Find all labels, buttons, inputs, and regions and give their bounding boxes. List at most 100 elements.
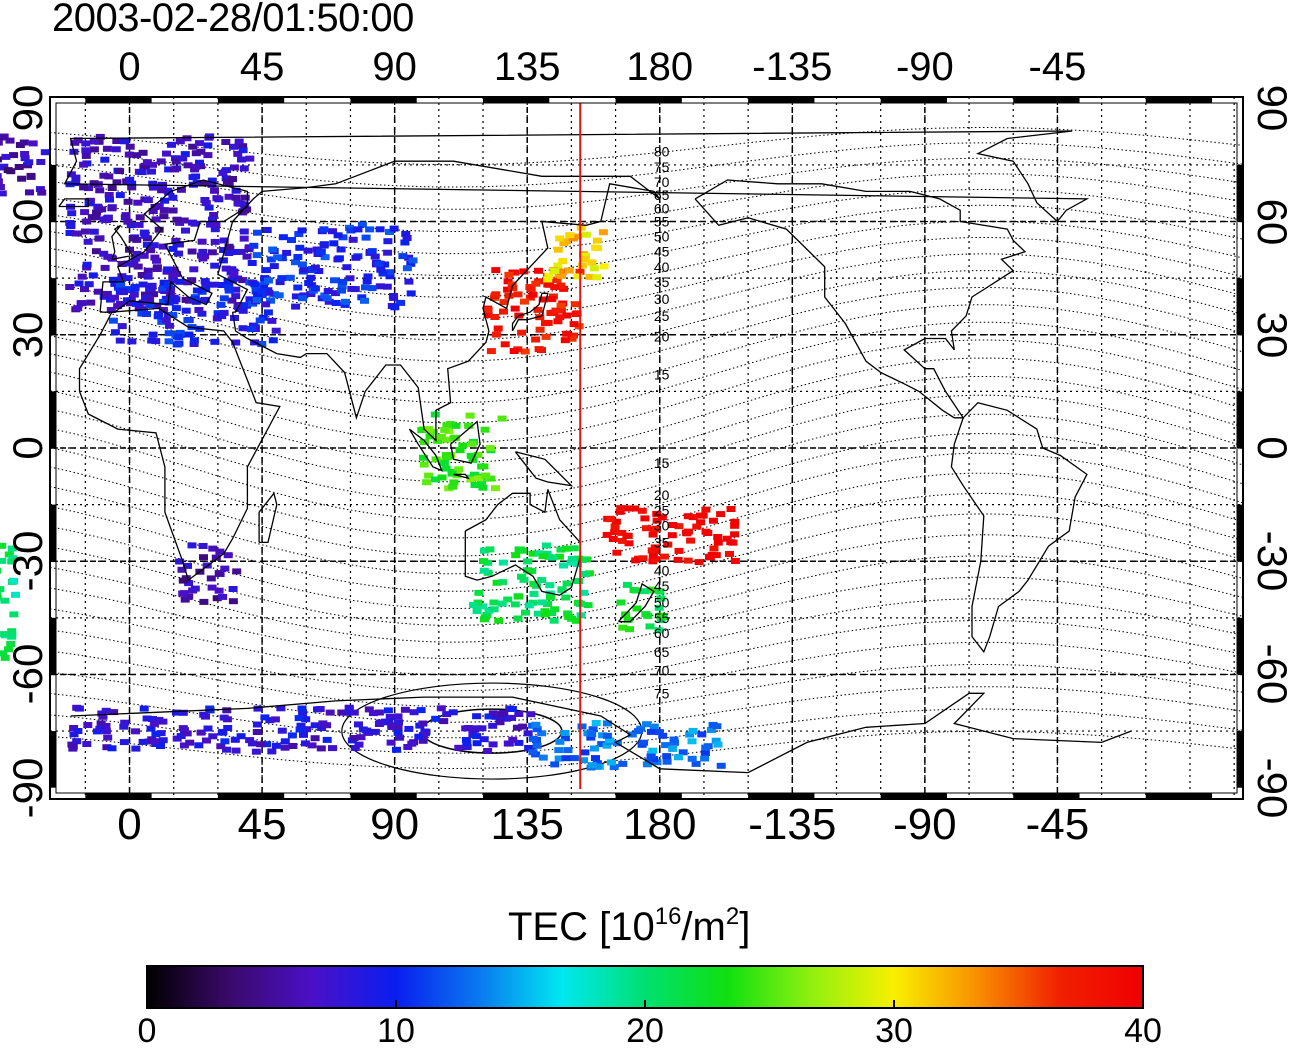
tec-cell (393, 724, 403, 731)
tec-cell (491, 331, 501, 338)
tec-cell (174, 334, 184, 341)
tec-cell (65, 230, 75, 236)
tec-cell (622, 581, 632, 588)
tec-cell (552, 277, 562, 284)
tec-cell (295, 244, 305, 251)
tec-cell (204, 204, 214, 211)
tec-cell (580, 749, 590, 756)
tec-cell (291, 259, 300, 266)
tec-cell (79, 161, 89, 168)
tec-cell (218, 257, 228, 264)
tec-cell (127, 180, 137, 187)
tec-cell (170, 155, 180, 162)
tec-cell (560, 735, 570, 742)
tec-cell (474, 589, 484, 596)
tec-cell (462, 739, 472, 746)
tec-cell (266, 297, 276, 304)
tec-cell (161, 317, 171, 324)
geomagnetic-contour (49, 555, 1244, 643)
tec-cell (94, 235, 104, 242)
tec-cell (295, 726, 305, 733)
tec-cell (713, 539, 723, 546)
tec-cell (154, 202, 164, 209)
tec-cell (559, 285, 569, 292)
tec-cell (210, 226, 220, 233)
tec-cell (437, 474, 447, 481)
colorbar-title-close: ] (739, 905, 751, 949)
tec-cell (106, 307, 116, 313)
tec-cell (442, 711, 452, 718)
tec-cell (481, 472, 491, 479)
lon-tick-bottom: -45 (1025, 800, 1090, 849)
tec-cell (554, 755, 564, 762)
tec-cell (470, 471, 479, 478)
tec-cell (688, 514, 698, 521)
geomagnetic-contour (49, 598, 1244, 676)
tec-cell (35, 186, 45, 193)
tec-cell (338, 278, 348, 285)
geomagnetic-contour (49, 237, 1244, 320)
tec-cell (7, 558, 17, 565)
tec-cell (683, 513, 693, 520)
coastline (449, 420, 481, 464)
tec-cell (389, 225, 399, 232)
geomagnetic-contour (49, 376, 1244, 483)
tec-cell (0, 586, 5, 593)
contour-label: 15 (654, 366, 670, 382)
tec-cell (486, 475, 496, 482)
tec-cell (498, 579, 508, 586)
tec-cell (37, 189, 47, 196)
tec-cell (238, 325, 248, 332)
tec-cell (223, 725, 233, 731)
tec-cell (206, 575, 216, 582)
tec-cell (640, 588, 650, 595)
tec-cell (365, 226, 375, 233)
tec-cell (9, 611, 19, 618)
tec-cell (110, 329, 120, 336)
tec-cell (198, 248, 208, 255)
tec-cell (337, 709, 347, 716)
tec-cell (79, 184, 89, 191)
tec-cell (95, 187, 105, 194)
tec-cell (730, 558, 740, 564)
frame-band (217, 97, 285, 103)
tec-cell (577, 262, 587, 269)
tec-cell (674, 523, 684, 530)
tec-cell (650, 556, 660, 563)
tec-cell (354, 721, 363, 728)
tec-cell (546, 310, 556, 316)
frame-band (50, 731, 56, 788)
tec-cell (100, 156, 110, 163)
tec-cell (182, 730, 192, 737)
tec-cell (637, 507, 647, 514)
lon-tick-bottom: 180 (623, 800, 697, 849)
tec-cell (6, 641, 16, 647)
tec-cell (245, 155, 255, 162)
tec-cell (267, 748, 277, 755)
tec-cell (730, 518, 740, 525)
tec-cell (107, 745, 117, 752)
tec-cell (632, 605, 642, 612)
tec-cell (280, 738, 290, 745)
contour-label: 15 (654, 455, 670, 471)
coastline (58, 198, 89, 208)
tec-cell (533, 306, 543, 313)
tec-cell (532, 742, 542, 749)
tec-cell (403, 744, 413, 750)
tec-cell (569, 755, 579, 762)
tec-cell (526, 286, 536, 293)
geomagnetic-contour (49, 127, 1244, 166)
tec-cell (367, 248, 377, 255)
tec-cell (574, 323, 584, 330)
tec-cell (304, 280, 314, 286)
tec-cell (400, 239, 410, 246)
tec-cell (238, 307, 248, 314)
tec-cell (100, 264, 110, 271)
tec-cell (318, 720, 328, 727)
tec-cell (668, 745, 678, 752)
tec-cell (112, 138, 122, 144)
tec-cell (223, 552, 233, 559)
colorbar-title-unit: /m (681, 905, 726, 949)
tec-cell (503, 278, 513, 285)
